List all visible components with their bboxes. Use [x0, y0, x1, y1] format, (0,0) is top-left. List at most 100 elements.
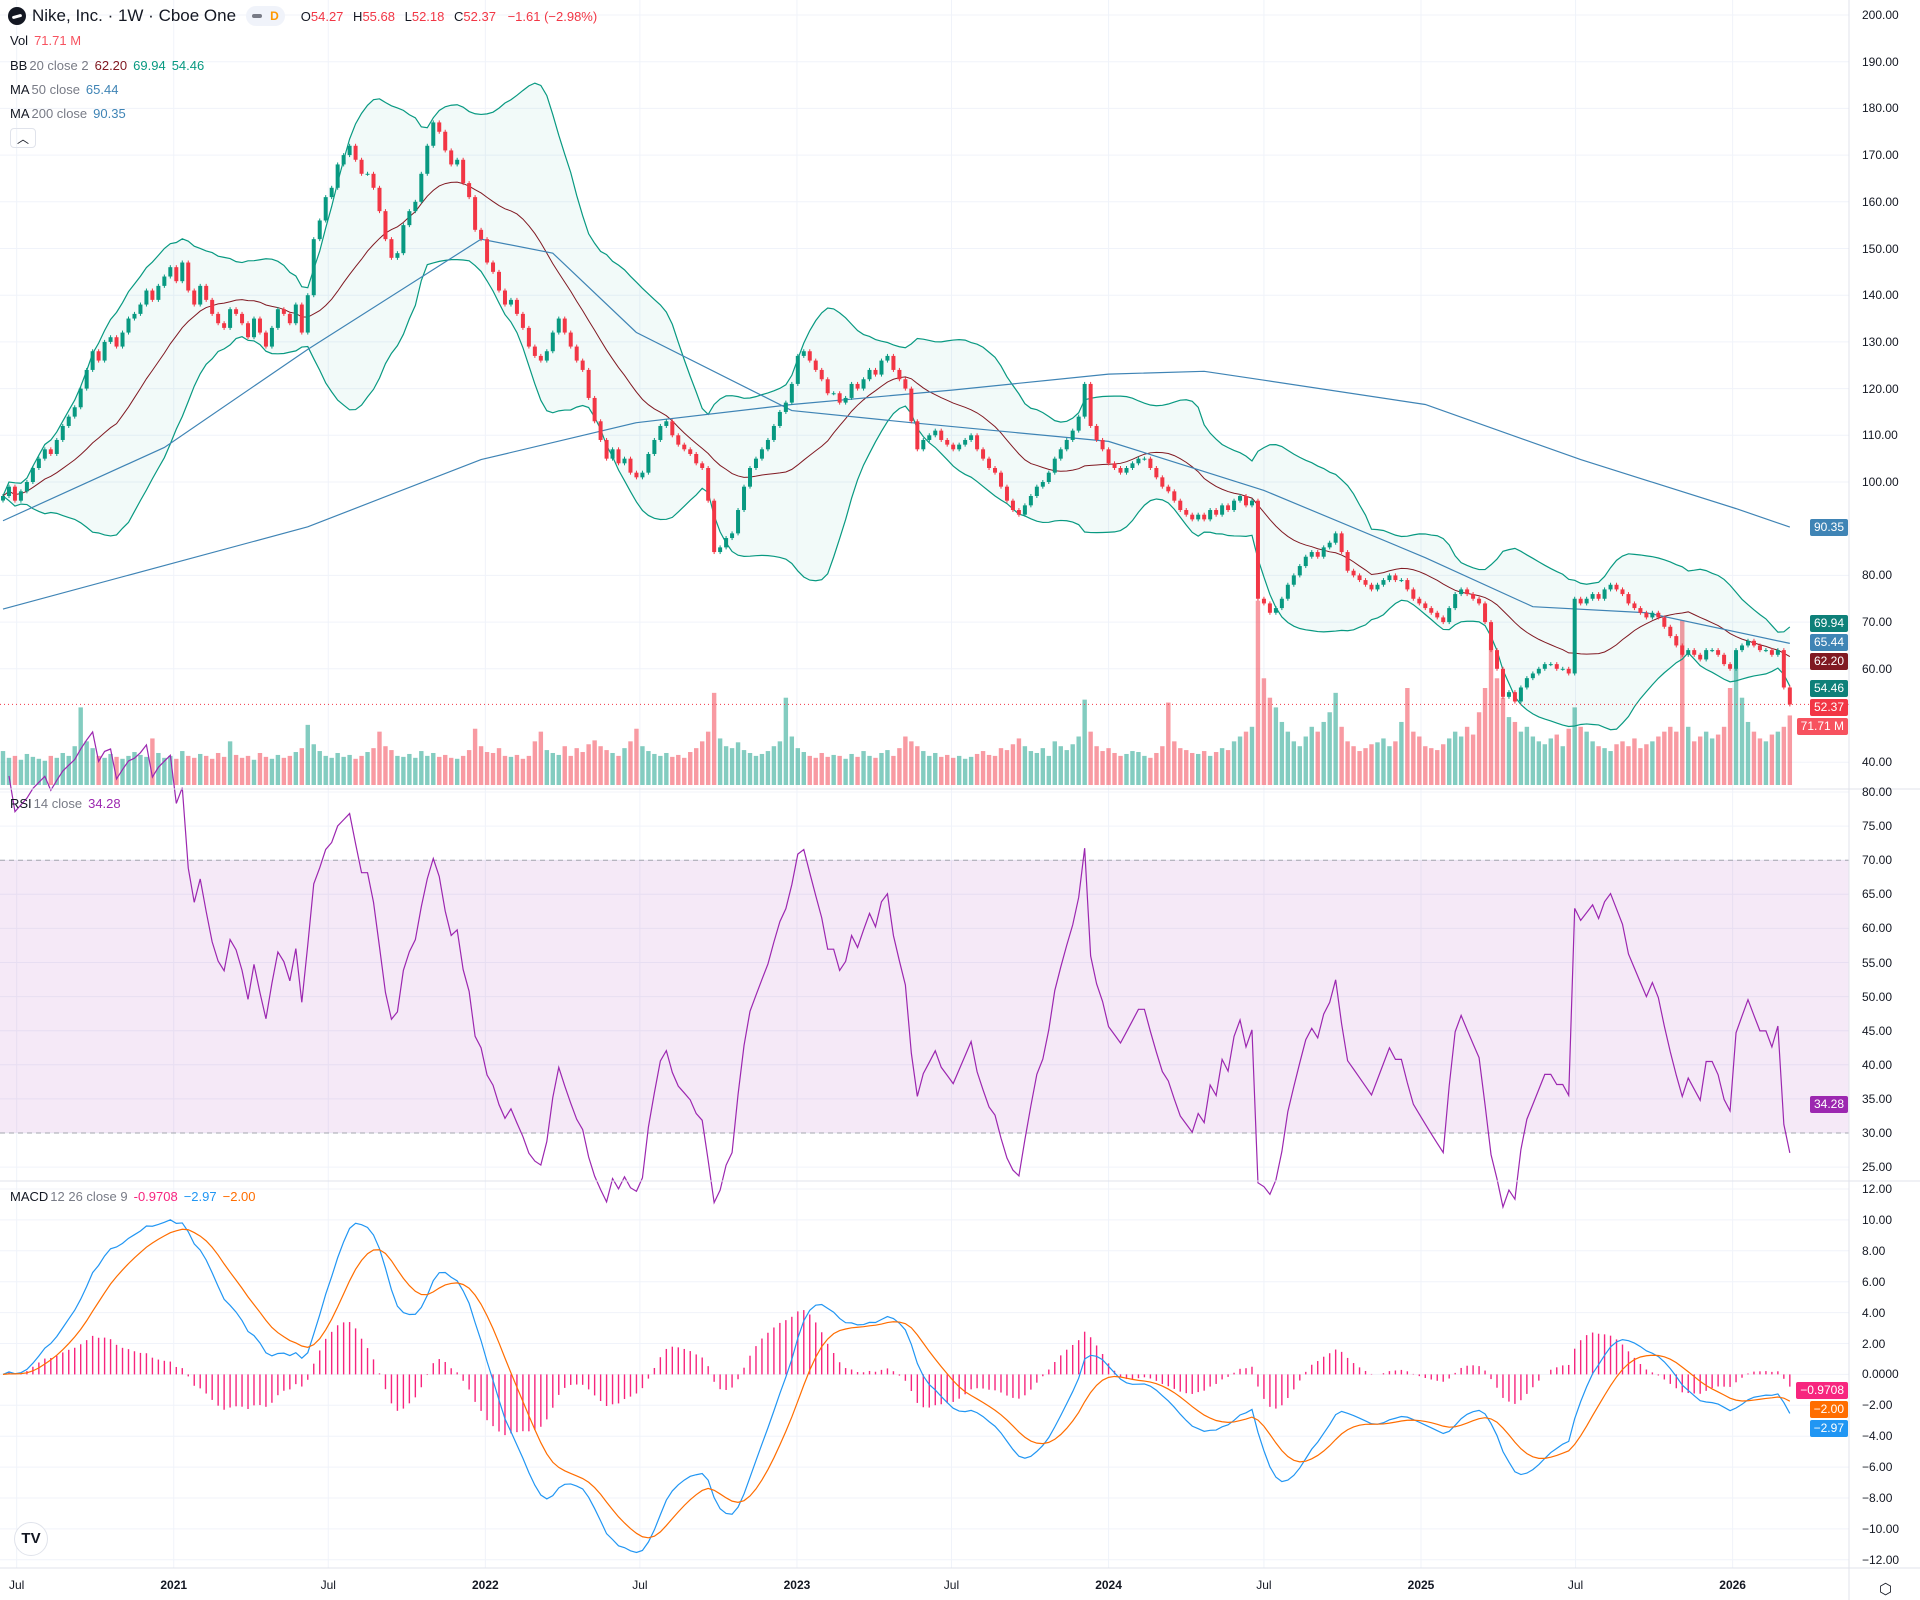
candle — [1351, 570, 1356, 576]
candle — [712, 500, 717, 553]
legend-bb[interactable]: BB 20 close 2 62.20 69.94 54.46 — [10, 58, 210, 73]
volume-bar — [1184, 750, 1189, 785]
candle — [1751, 640, 1756, 646]
volume-bar — [102, 757, 107, 785]
volume-bar — [1739, 697, 1745, 785]
time-tick-label: 2025 — [1407, 1578, 1435, 1592]
candle — [281, 309, 286, 314]
candle — [1369, 584, 1374, 590]
candle — [939, 430, 944, 440]
legend-ma50[interactable]: MA 50 close 65.44 — [10, 82, 124, 97]
volume-bar — [1703, 731, 1709, 785]
candle — [174, 267, 179, 282]
volume-bar — [998, 748, 1004, 785]
candle — [1686, 650, 1691, 655]
volume-bar — [1662, 731, 1667, 785]
candle — [849, 383, 854, 398]
candle — [1166, 486, 1171, 492]
volume-bar — [777, 741, 783, 785]
candle — [228, 309, 233, 328]
candle — [6, 486, 11, 497]
candle — [843, 397, 848, 403]
volume-bar — [711, 692, 717, 785]
candle — [700, 463, 705, 468]
volume-bar — [1130, 751, 1135, 785]
volume-bar — [867, 755, 872, 785]
candle — [1722, 654, 1727, 665]
candle — [222, 323, 227, 328]
volume-bar — [873, 757, 878, 785]
volume-bar — [12, 755, 18, 785]
candle — [1626, 594, 1631, 604]
legend-macd[interactable]: MACD 12 26 close 9 -0.9708 −2.97 −2.00 — [10, 1189, 262, 1204]
volume-bar — [520, 758, 526, 785]
rsi-band — [0, 860, 1849, 1133]
legend-ma200[interactable]: MA 200 close 90.35 — [10, 106, 132, 121]
bb-upper-line — [2, 82, 1791, 633]
price-tick-label: 190.00 — [1862, 54, 1899, 69]
candle — [1704, 650, 1709, 660]
candle — [287, 313, 292, 324]
volume-bar — [1441, 744, 1446, 785]
volume-bar — [138, 754, 143, 785]
legend-volume[interactable]: Vol 71.71 M — [10, 33, 87, 48]
volume-bar — [1225, 750, 1231, 785]
candle — [269, 327, 274, 347]
macd-tick-label: 6.00 — [1862, 1274, 1886, 1289]
candle — [1411, 589, 1416, 599]
volume-bar — [203, 755, 209, 785]
symbol-header[interactable]: Nike, Inc. · 1W · Cboe One D O54.27 H55.… — [8, 6, 597, 26]
candle — [1070, 430, 1075, 440]
candle — [1393, 575, 1398, 581]
candle — [395, 253, 400, 258]
candle — [1321, 547, 1326, 557]
volume-bar — [1034, 752, 1040, 785]
candle — [251, 318, 256, 338]
candle — [1429, 608, 1434, 613]
high-label: H — [353, 8, 363, 24]
volume-bar — [1166, 702, 1171, 785]
candle — [1542, 664, 1547, 669]
volume-bar — [281, 757, 287, 785]
volume-bar — [771, 746, 777, 785]
candle — [1202, 514, 1207, 520]
candle — [1710, 650, 1715, 652]
tradingview-logo-icon[interactable]: TV — [14, 1522, 48, 1556]
volume-bar — [1686, 726, 1691, 785]
candle — [18, 491, 23, 501]
candle — [592, 397, 597, 422]
volume-bar — [855, 756, 860, 785]
candle — [473, 197, 478, 230]
candle — [1297, 566, 1302, 576]
volume-bar — [1674, 731, 1679, 785]
candle — [1208, 510, 1213, 520]
candle — [497, 271, 502, 291]
candle — [1548, 664, 1553, 666]
candle — [311, 239, 316, 296]
market-status-pill[interactable]: D — [246, 6, 285, 26]
volume-bar — [676, 754, 681, 785]
macd-tick-label: 12.00 — [1862, 1182, 1893, 1196]
volume-bar — [108, 753, 113, 785]
macd-tick-label: −6.00 — [1862, 1460, 1893, 1475]
settings-icon[interactable]: ⬡ — [1879, 1581, 1893, 1598]
candle — [1333, 533, 1338, 543]
candle — [102, 341, 107, 361]
time-tick-label: Jul — [8, 1578, 25, 1592]
price-tick-label: 200.00 — [1862, 8, 1899, 22]
volume-bar — [1381, 738, 1386, 785]
volume-bar — [1190, 752, 1195, 785]
candle — [1590, 594, 1595, 599]
volume-bar — [329, 757, 334, 785]
legend-rsi[interactable]: RSI 14 close 34.28 — [10, 796, 127, 811]
candle — [1136, 458, 1141, 464]
candle — [329, 187, 334, 198]
symbol-title[interactable]: Nike, Inc. · 1W · Cboe One — [32, 6, 237, 25]
collapse-legend-button[interactable]: ︿ — [10, 128, 36, 148]
candle — [1142, 458, 1147, 460]
candle — [1614, 584, 1619, 590]
volume-bar — [1608, 751, 1613, 785]
volume-bar — [1279, 721, 1285, 785]
candle — [1088, 383, 1093, 426]
